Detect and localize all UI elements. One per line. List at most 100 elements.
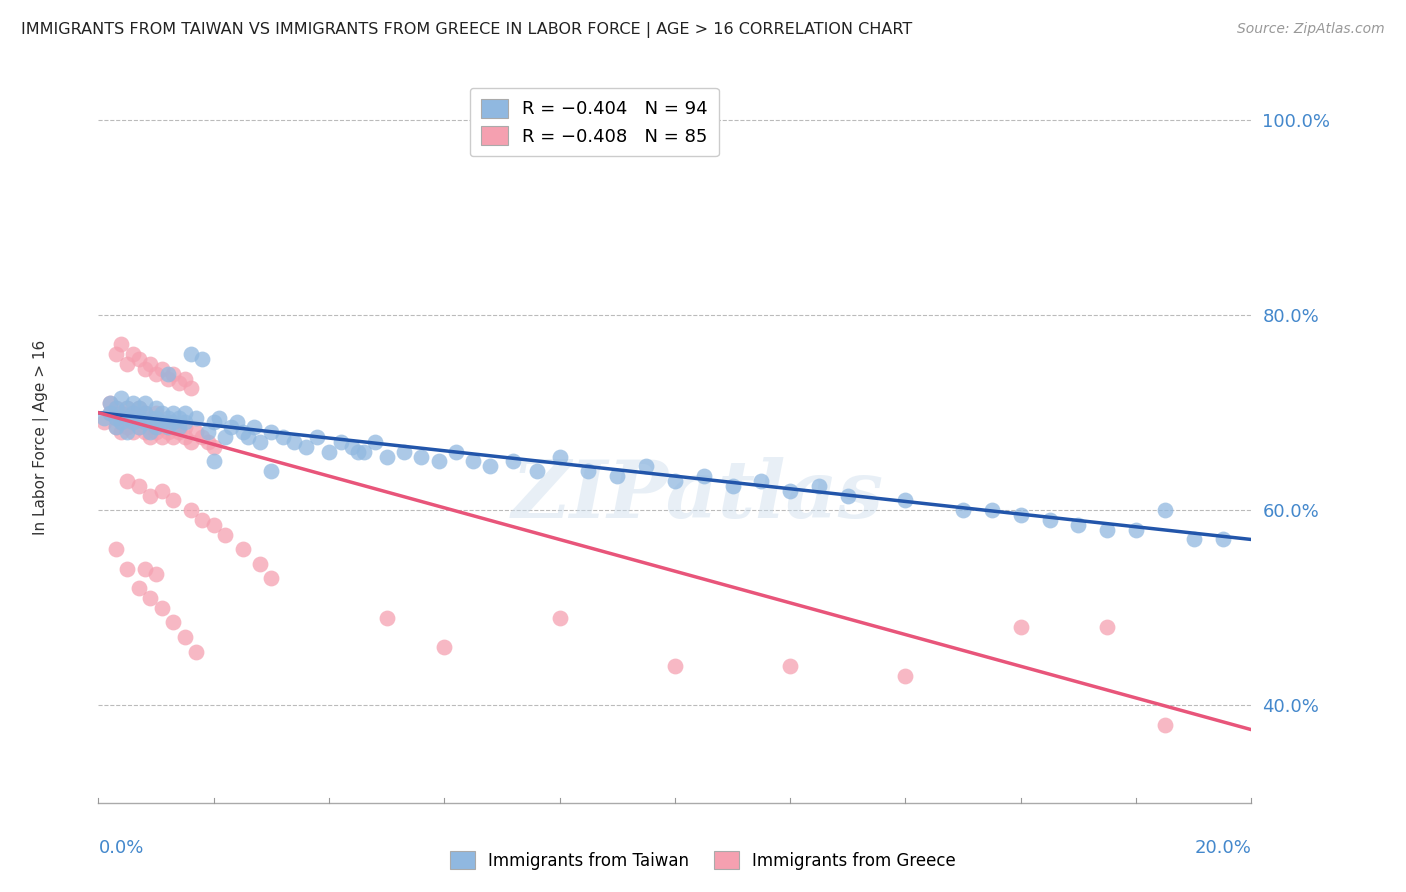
Point [1010, 620, 1032, 634]
Point [578, 464, 600, 478]
Point [156, 371, 179, 385]
Point [104, 420, 127, 434]
Point [145, 420, 167, 434]
Point [208, 410, 231, 425]
Point [139, 425, 162, 440]
Point [981, 503, 1004, 517]
Point [202, 416, 225, 430]
Point [104, 420, 127, 434]
Point [156, 416, 179, 430]
Point [318, 444, 340, 458]
Legend: R = −0.404   N = 94, R = −0.408   N = 85: R = −0.404 N = 94, R = −0.408 N = 85 [470, 87, 718, 156]
Point [1097, 620, 1119, 634]
Point [167, 425, 190, 440]
Point [145, 416, 167, 430]
Point [295, 440, 318, 454]
Point [353, 444, 375, 458]
Point [186, 645, 208, 659]
Point [128, 401, 150, 415]
Point [134, 425, 156, 440]
Point [156, 420, 179, 434]
Point [150, 430, 173, 444]
Point [202, 440, 225, 454]
Text: ZIPatlas: ZIPatlas [512, 457, 884, 534]
Point [150, 600, 173, 615]
Point [225, 416, 247, 430]
Point [249, 557, 271, 571]
Point [128, 420, 150, 434]
Point [197, 434, 219, 449]
Point [145, 401, 167, 415]
Point [145, 406, 167, 420]
Point [664, 659, 686, 673]
Point [526, 464, 548, 478]
Point [150, 483, 173, 498]
Point [110, 406, 132, 420]
Point [139, 357, 162, 371]
Point [894, 669, 917, 683]
Point [1182, 533, 1205, 547]
Point [110, 416, 132, 430]
Point [98, 406, 121, 420]
Point [375, 610, 398, 624]
Point [122, 396, 145, 410]
Point [98, 396, 121, 410]
Point [104, 401, 127, 415]
Point [548, 610, 571, 624]
Point [104, 347, 127, 361]
Point [156, 425, 179, 440]
Point [150, 416, 173, 430]
Legend: Immigrants from Taiwan, Immigrants from Greece: Immigrants from Taiwan, Immigrants from … [443, 845, 963, 877]
Point [548, 450, 571, 464]
Point [93, 410, 115, 425]
Point [191, 513, 214, 527]
Point [145, 410, 167, 425]
Point [134, 416, 156, 430]
Point [128, 410, 150, 425]
Point [664, 474, 686, 488]
Point [122, 425, 145, 440]
Point [162, 416, 184, 430]
Text: In Labor Force | Age > 16: In Labor Force | Age > 16 [32, 340, 49, 534]
Point [779, 483, 801, 498]
Point [231, 425, 254, 440]
Point [1212, 533, 1234, 547]
Point [174, 430, 197, 444]
Point [249, 434, 271, 449]
Point [162, 493, 184, 508]
Point [340, 440, 363, 454]
Point [283, 434, 305, 449]
Point [117, 425, 139, 440]
Point [180, 381, 202, 395]
Point [122, 347, 145, 361]
Point [427, 454, 450, 468]
Point [606, 469, 628, 483]
Point [167, 420, 190, 434]
Point [238, 430, 260, 444]
Point [162, 406, 184, 420]
Text: Source: ZipAtlas.com: Source: ZipAtlas.com [1237, 22, 1385, 37]
Point [117, 410, 139, 425]
Point [411, 450, 433, 464]
Point [145, 425, 167, 440]
Point [174, 406, 197, 420]
Point [461, 454, 484, 468]
Point [110, 406, 132, 420]
Point [104, 410, 127, 425]
Point [156, 410, 179, 425]
Point [117, 474, 139, 488]
Point [162, 420, 184, 434]
Point [139, 591, 162, 605]
Text: 20.0%: 20.0% [1195, 839, 1251, 857]
Point [128, 352, 150, 367]
Point [128, 410, 150, 425]
Point [346, 444, 368, 458]
Point [117, 401, 139, 415]
Point [231, 542, 254, 557]
Point [139, 489, 162, 503]
Point [219, 420, 242, 434]
Point [479, 459, 502, 474]
Point [214, 527, 236, 541]
Text: IMMIGRANTS FROM TAIWAN VS IMMIGRANTS FROM GREECE IN LABOR FORCE | AGE > 16 CORRE: IMMIGRANTS FROM TAIWAN VS IMMIGRANTS FRO… [21, 22, 912, 38]
Point [117, 420, 139, 434]
